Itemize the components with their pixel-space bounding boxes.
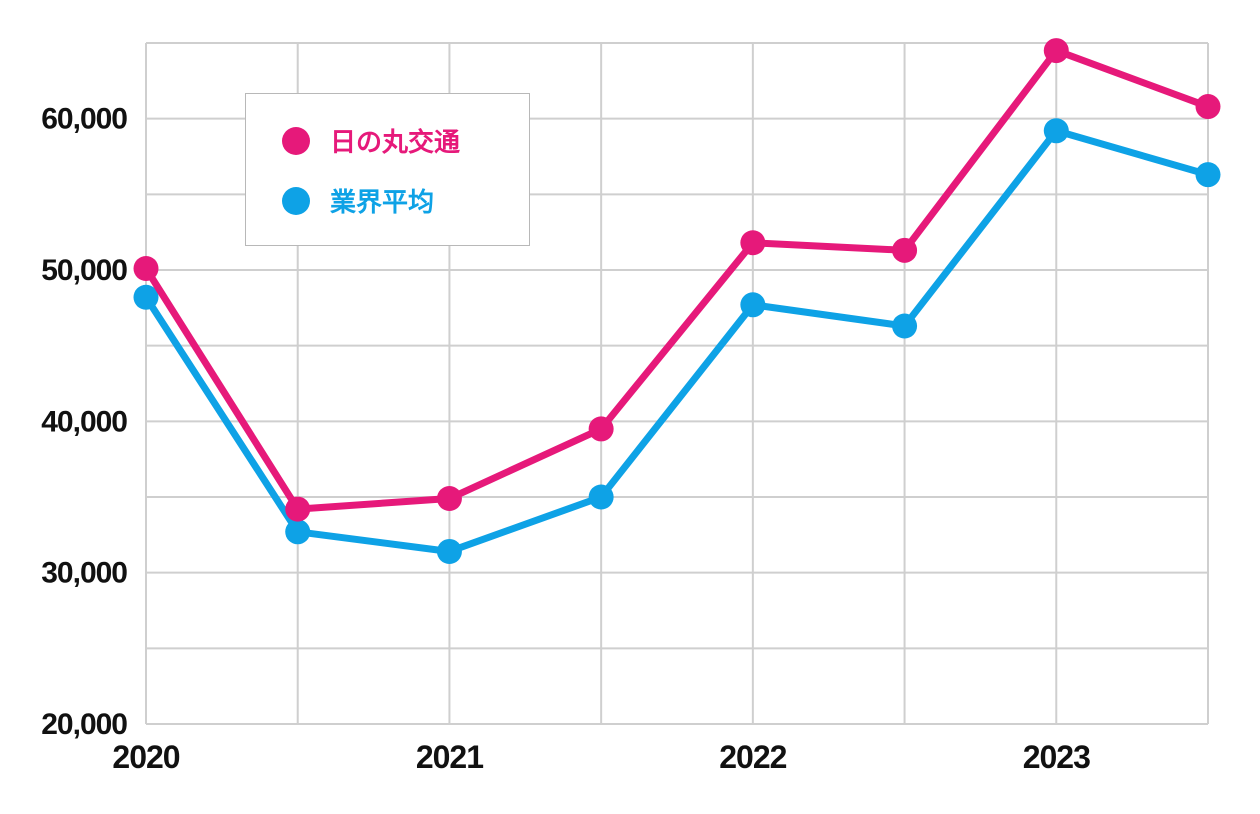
legend: 日の丸交通 業界平均 [245,93,530,246]
data-point [1195,162,1221,188]
data-point [740,292,766,318]
x-tick-label: 2021 [416,739,483,775]
legend-label-series-1: 業界平均 [330,188,435,218]
legend-item-series-1: 業界平均 [282,182,434,219]
data-point [133,255,159,281]
x-tick-label: 2022 [719,739,786,775]
x-tick-label: 2020 [112,739,179,775]
data-point [740,230,766,256]
data-point [588,484,614,510]
data-point [285,519,311,545]
series-line [142,127,1212,555]
y-tick-label: 60,000 [41,103,127,136]
y-tick-label: 40,000 [41,405,127,438]
data-point [1043,38,1069,64]
data-point [285,496,311,522]
data-point [892,237,918,263]
data-point [436,538,462,564]
series-line [142,47,1212,513]
data-point [1043,118,1069,144]
legend-marker-series-1 [282,186,310,215]
data-point [436,486,462,512]
legend-marker-series-0 [282,126,310,155]
y-tick-label: 30,000 [41,557,127,590]
series-1 [133,118,1221,564]
x-axis-ticks: 2020 2021 2022 2023 [112,739,1091,775]
series-0 [133,38,1221,522]
data-point [1195,94,1221,120]
y-tick-label: 20,000 [41,708,127,741]
data-point [588,416,614,442]
y-axis-ticks: 20,000 30,000 40,000 50,000 60,000 [41,103,128,741]
y-tick-label: 50,000 [41,254,127,287]
x-tick-label: 2023 [1023,739,1090,775]
data-point [892,313,918,339]
data-point [133,284,159,310]
legend-label-series-0: 日の丸交通 [330,128,461,158]
series-layer [133,38,1221,564]
legend-item-series-0: 日の丸交通 [282,122,460,159]
